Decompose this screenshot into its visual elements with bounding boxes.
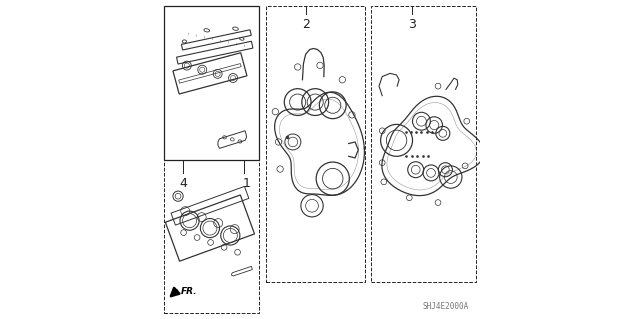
Text: 2: 2 bbox=[301, 18, 310, 31]
Text: SHJ4E2000A: SHJ4E2000A bbox=[423, 302, 469, 311]
Text: 1: 1 bbox=[243, 177, 251, 190]
Text: 3: 3 bbox=[408, 18, 415, 31]
Text: 4: 4 bbox=[180, 177, 188, 190]
Text: FR.: FR. bbox=[181, 287, 198, 296]
